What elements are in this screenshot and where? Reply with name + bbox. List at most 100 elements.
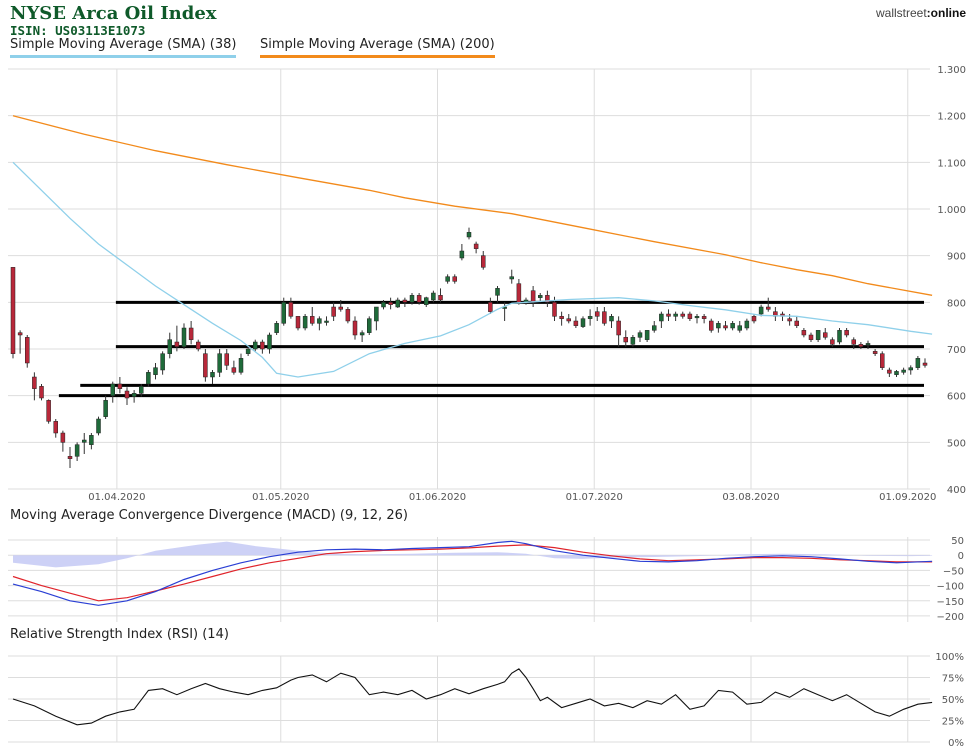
candle-body [53, 421, 58, 434]
candle-body [253, 341, 258, 350]
candle-body [737, 325, 742, 331]
candle-body [609, 316, 614, 322]
price-x-tick: 01.06.2020 [409, 492, 466, 503]
candle-body [196, 341, 201, 350]
indicator-lines [12, 115, 933, 726]
macd-title: Moving Average Convergence Divergence (M… [10, 508, 408, 523]
price-y-tick: 400 [947, 485, 966, 496]
isin-label: ISIN: US03113E1073 [10, 23, 146, 38]
candle-body [823, 332, 828, 338]
candle-body [559, 316, 564, 319]
candle-body [267, 334, 272, 350]
candle-body [167, 339, 172, 354]
candle-body [901, 369, 906, 373]
candle-body [552, 302, 557, 317]
macd-line [12, 540, 933, 606]
candle-body [915, 358, 921, 368]
candle-body [131, 393, 137, 397]
legend-sma-38[interactable]: Simple Moving Average (SMA) (38) [10, 37, 237, 58]
candle-body [210, 372, 215, 378]
candle-body [374, 306, 379, 322]
candle-body [887, 369, 892, 374]
candle-body [538, 295, 543, 298]
candle-body [473, 243, 479, 249]
candle-body [880, 353, 885, 368]
candle-body [310, 316, 315, 324]
candle-body [32, 376, 37, 389]
candle-body [751, 316, 757, 322]
candle-body [245, 348, 251, 354]
price-y-tick: 800 [947, 298, 966, 309]
candle-body [637, 332, 643, 338]
price-x-tick: 01.05.2020 [252, 492, 309, 503]
candle-body [25, 337, 30, 364]
candle-body [110, 383, 115, 396]
candle-body [459, 250, 465, 259]
candle-body [573, 320, 579, 326]
candle-body [17, 332, 23, 336]
candle-body [673, 313, 678, 317]
candle-body [595, 311, 600, 317]
candle-body [146, 372, 151, 385]
candle-body [331, 306, 336, 317]
candle-body [153, 367, 158, 375]
candle-body [124, 390, 130, 399]
candle-body [701, 316, 707, 319]
candle-body [217, 353, 222, 373]
rsi-y-tick: 75% [942, 674, 964, 685]
candle-body [274, 323, 279, 333]
candle-body [687, 313, 693, 319]
legend-sma-200[interactable]: Simple Moving Average (SMA) (200) [260, 37, 495, 58]
candle-body [416, 295, 422, 303]
macd-y-tick: −200 [937, 612, 964, 623]
chart-title: NYSE Arca Oil Index [10, 3, 217, 24]
candle-body [652, 325, 657, 331]
candle-body [801, 330, 807, 336]
candle-body [338, 306, 343, 310]
price-y-tick: 700 [947, 345, 966, 356]
candle-body [872, 351, 878, 354]
candle-body [67, 456, 73, 459]
price-x-tick: 03.08.2020 [722, 492, 779, 503]
rsi-line [12, 668, 933, 726]
candle-body [865, 343, 871, 346]
candle-body [409, 295, 415, 303]
candle-body [181, 327, 187, 347]
candle-body [203, 353, 208, 378]
rsi-y-tick: 25% [942, 717, 964, 728]
candle-body [659, 313, 664, 322]
rsi-y-tick: 50% [942, 695, 964, 706]
candle-body [744, 320, 750, 329]
rsi-title: Relative Strength Index (RSI) (14) [10, 627, 229, 642]
candle-body [188, 327, 194, 340]
candle-body [431, 292, 436, 301]
candle-body [716, 323, 721, 329]
candle-body [317, 318, 322, 324]
candle-body [224, 353, 229, 366]
candle-body [74, 444, 80, 457]
candle-body [858, 344, 864, 347]
candle-body [238, 358, 244, 373]
candle-body [766, 306, 771, 310]
candle-body [60, 432, 66, 443]
candle-body [794, 320, 799, 326]
candle-body [438, 295, 443, 301]
candle-body [815, 330, 821, 340]
candle-body [10, 267, 16, 354]
candle-body [830, 339, 835, 345]
rsi-y-tick: 100% [935, 652, 964, 663]
candle-body [530, 290, 536, 303]
price-y-tick: 1.200 [937, 112, 966, 123]
candle-body [103, 400, 108, 417]
candle-body [922, 362, 928, 366]
candle-body [758, 306, 764, 315]
candle-body [730, 323, 735, 329]
candle-body [545, 295, 550, 303]
candle-body [302, 316, 308, 329]
candle-body [694, 316, 700, 319]
candle-body [46, 400, 51, 422]
grid-lines [8, 68, 930, 743]
candle-body [345, 309, 351, 322]
brand-suffix: :online [926, 6, 966, 20]
price-y-tick: 600 [947, 392, 966, 403]
